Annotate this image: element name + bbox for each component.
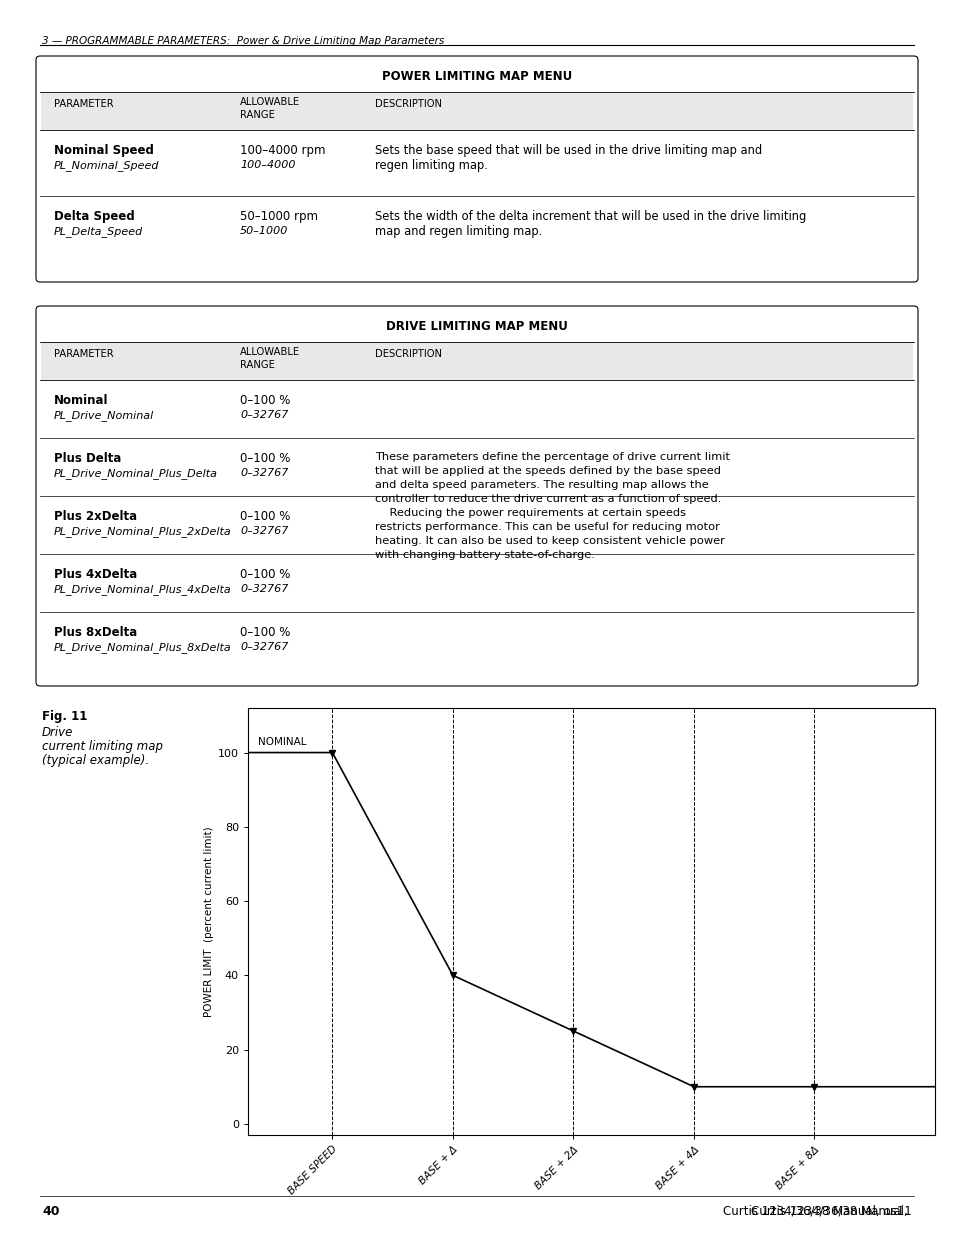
Text: 0–100 %: 0–100 % (240, 626, 290, 638)
Text: 100–4000: 100–4000 (240, 161, 295, 170)
Text: with changing battery state-of-charge.: with changing battery state-of-charge. (375, 550, 595, 559)
Text: Delta Speed: Delta Speed (54, 210, 134, 224)
Text: 40: 40 (42, 1205, 59, 1218)
Text: Plus 4xDelta: Plus 4xDelta (54, 568, 137, 580)
Text: Sets the base speed that will be used in the drive limiting map and: Sets the base speed that will be used in… (375, 144, 761, 157)
Text: DESCRIPTION: DESCRIPTION (375, 99, 441, 109)
Text: 0–100 %: 0–100 % (240, 394, 290, 408)
Text: 0–100 %: 0–100 % (240, 568, 290, 580)
Text: 50–1000 rpm: 50–1000 rpm (240, 210, 317, 224)
Text: Plus 8xDelta: Plus 8xDelta (54, 626, 137, 638)
Text: RANGE: RANGE (240, 359, 274, 370)
Text: regen limiting map.: regen limiting map. (375, 159, 487, 172)
FancyBboxPatch shape (36, 306, 917, 685)
Text: (typical example).: (typical example). (42, 755, 149, 767)
Text: ALLOWABLE: ALLOWABLE (240, 347, 300, 357)
Text: These parameters define the percentage of drive current limit: These parameters define the percentage o… (375, 452, 729, 462)
Text: heating. It can also be used to keep consistent vehicle power: heating. It can also be used to keep con… (375, 536, 724, 546)
Text: Sets the width of the delta increment that will be used in the drive limiting: Sets the width of the delta increment th… (375, 210, 805, 224)
Bar (41, 342, 912, 380)
Y-axis label: POWER LIMIT  (percent current limit): POWER LIMIT (percent current limit) (204, 826, 213, 1016)
Text: PL_Drive_Nominal_Plus_2xDelta: PL_Drive_Nominal_Plus_2xDelta (54, 526, 232, 537)
Text: ALLOWABLE: ALLOWABLE (240, 98, 300, 107)
Text: 0–100 %: 0–100 % (240, 510, 290, 522)
Text: 0–32767: 0–32767 (240, 468, 288, 478)
Text: Curtis 1234/36/38 Manual,: Curtis 1234/36/38 Manual, (751, 1205, 911, 1218)
Text: DESCRIPTION: DESCRIPTION (375, 350, 441, 359)
Text: PL_Delta_Speed: PL_Delta_Speed (54, 226, 143, 237)
Text: and delta speed parameters. The resulting map allows the: and delta speed parameters. The resultin… (375, 480, 708, 490)
Bar (41, 91, 912, 130)
Text: 50–1000: 50–1000 (240, 226, 288, 236)
Text: Drive: Drive (42, 726, 73, 739)
Text: Nominal: Nominal (54, 394, 109, 408)
Text: PARAMETER: PARAMETER (54, 350, 113, 359)
Text: 0–32767: 0–32767 (240, 410, 288, 420)
Text: 0–32767: 0–32767 (240, 526, 288, 536)
Text: 0–100 %: 0–100 % (240, 452, 290, 466)
Text: 3 — PROGRAMMABLE PARAMETERS:  Power & Drive Limiting Map Parameters: 3 — PROGRAMMABLE PARAMETERS: Power & Dri… (42, 36, 444, 46)
Text: PL_Drive_Nominal_Plus_Delta: PL_Drive_Nominal_Plus_Delta (54, 468, 218, 479)
Text: 0–32767: 0–32767 (240, 642, 288, 652)
Text: NOMINAL: NOMINAL (257, 737, 306, 747)
Text: Nominal Speed: Nominal Speed (54, 144, 153, 157)
Text: map and regen limiting map.: map and regen limiting map. (375, 225, 541, 238)
Text: Curtis 1234/36/38 Manual, os11: Curtis 1234/36/38 Manual, os11 (722, 1205, 911, 1218)
Text: controller to reduce the drive current as a function of speed.: controller to reduce the drive current a… (375, 494, 720, 504)
Text: Plus Delta: Plus Delta (54, 452, 121, 466)
Text: PARAMETER: PARAMETER (54, 99, 113, 109)
Text: current limiting map: current limiting map (42, 740, 163, 753)
Text: Plus 2xDelta: Plus 2xDelta (54, 510, 137, 522)
Text: 0–32767: 0–32767 (240, 584, 288, 594)
Text: that will be applied at the speeds defined by the base speed: that will be applied at the speeds defin… (375, 466, 720, 475)
Text: POWER LIMITING MAP MENU: POWER LIMITING MAP MENU (381, 69, 572, 83)
FancyBboxPatch shape (36, 56, 917, 282)
Text: 100–4000 rpm: 100–4000 rpm (240, 144, 325, 157)
Text: restricts performance. This can be useful for reducing motor: restricts performance. This can be usefu… (375, 522, 720, 532)
Text: Fig. 11: Fig. 11 (42, 710, 88, 722)
Text: PL_Drive_Nominal_Plus_4xDelta: PL_Drive_Nominal_Plus_4xDelta (54, 584, 232, 595)
Text: RANGE: RANGE (240, 110, 274, 120)
Text: PL_Drive_Nominal: PL_Drive_Nominal (54, 410, 154, 421)
Text: PL_Drive_Nominal_Plus_8xDelta: PL_Drive_Nominal_Plus_8xDelta (54, 642, 232, 653)
Text: DRIVE LIMITING MAP MENU: DRIVE LIMITING MAP MENU (386, 320, 567, 332)
Text: PL_Nominal_Speed: PL_Nominal_Speed (54, 161, 159, 170)
Text: Reducing the power requirements at certain speeds: Reducing the power requirements at certa… (375, 508, 685, 517)
